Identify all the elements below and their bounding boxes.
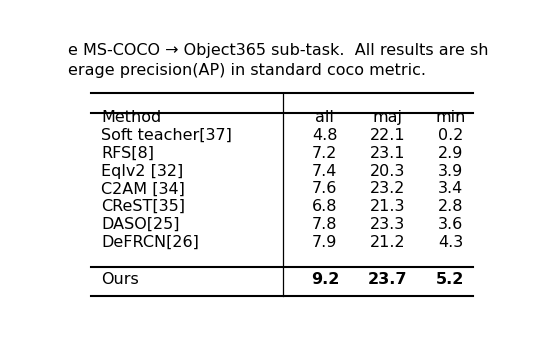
Text: min: min	[435, 110, 465, 125]
Text: 6.8: 6.8	[312, 199, 338, 214]
Text: 7.8: 7.8	[312, 217, 338, 232]
Text: 23.3: 23.3	[370, 217, 406, 232]
Text: RFS[8]: RFS[8]	[101, 146, 154, 161]
Text: 9.2: 9.2	[310, 272, 339, 288]
Text: maj: maj	[373, 110, 403, 125]
Text: Eqlv2 [32]: Eqlv2 [32]	[101, 164, 183, 178]
Text: 21.2: 21.2	[370, 235, 406, 250]
Text: CReST[35]: CReST[35]	[101, 199, 185, 214]
Text: e MS-COCO → Object365 sub-task.  All results are sh: e MS-COCO → Object365 sub-task. All resu…	[68, 44, 488, 58]
Text: 0.2: 0.2	[438, 128, 463, 143]
Text: 7.6: 7.6	[312, 181, 338, 197]
Text: Ours: Ours	[101, 272, 139, 288]
Text: 7.9: 7.9	[312, 235, 338, 250]
Text: all: all	[315, 110, 334, 125]
Text: 2.9: 2.9	[438, 146, 463, 161]
Text: 5.2: 5.2	[436, 272, 464, 288]
Text: 3.9: 3.9	[438, 164, 463, 178]
Text: 23.1: 23.1	[370, 146, 406, 161]
Text: 3.4: 3.4	[438, 181, 463, 197]
Text: DASO[25]: DASO[25]	[101, 217, 179, 232]
Text: 2.8: 2.8	[438, 199, 463, 214]
Text: 21.3: 21.3	[370, 199, 406, 214]
Text: 23.2: 23.2	[370, 181, 406, 197]
Text: 4.8: 4.8	[312, 128, 338, 143]
Text: DeFRCN[26]: DeFRCN[26]	[101, 235, 199, 250]
Text: erage precision(AP) in standard coco metric.: erage precision(AP) in standard coco met…	[68, 63, 426, 78]
Text: Method: Method	[101, 110, 161, 125]
Text: 7.2: 7.2	[312, 146, 338, 161]
Text: Soft teacher[37]: Soft teacher[37]	[101, 128, 232, 143]
Text: C2AM [34]: C2AM [34]	[101, 181, 185, 197]
Text: 22.1: 22.1	[370, 128, 406, 143]
Text: 20.3: 20.3	[370, 164, 406, 178]
Text: 7.4: 7.4	[312, 164, 338, 178]
Text: 3.6: 3.6	[438, 217, 463, 232]
Text: 23.7: 23.7	[368, 272, 407, 288]
Text: 4.3: 4.3	[438, 235, 463, 250]
